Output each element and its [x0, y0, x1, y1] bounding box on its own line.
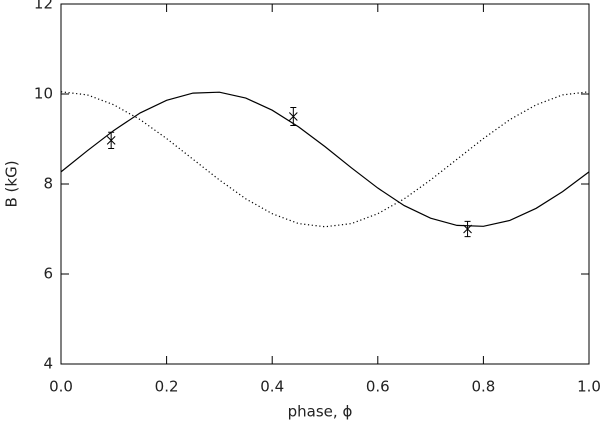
x-axis-label: phase, ϕ — [288, 403, 353, 421]
data-point — [106, 135, 116, 145]
y-tick-label: 4 — [43, 355, 53, 373]
y-tick-label: 8 — [43, 175, 53, 193]
curve — [60, 91, 590, 228]
y-tick-label: 6 — [43, 265, 53, 283]
y-axis-label: B (kG) — [3, 160, 21, 207]
curve — [60, 91, 590, 227]
plot-frame — [60, 3, 590, 365]
data-point — [288, 112, 298, 121]
x-tick-label: 0.2 — [155, 378, 179, 396]
data-point — [463, 224, 472, 234]
x-tick-label: 1.0 — [577, 378, 601, 396]
y-tick-label: 10 — [34, 85, 53, 103]
x-tick-label: 0.8 — [471, 378, 495, 396]
x-tick-label: 0.6 — [366, 378, 390, 396]
x-tick-label: 0.4 — [260, 378, 284, 396]
y-tick-label: 12 — [34, 0, 53, 13]
x-tick-label: 0.0 — [49, 378, 73, 396]
